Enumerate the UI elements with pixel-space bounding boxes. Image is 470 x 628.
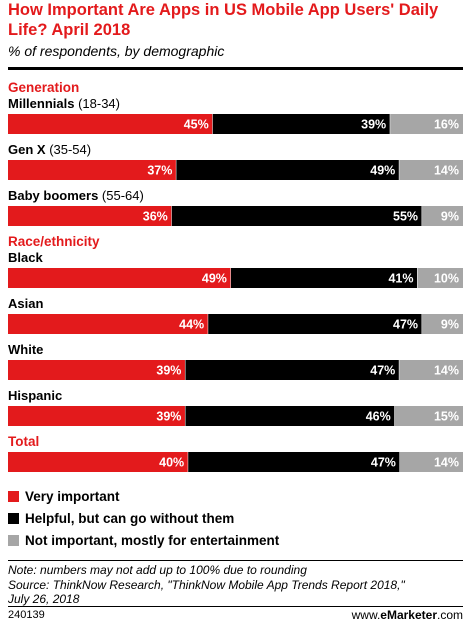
data-label-black-very-important: 49%: [202, 272, 227, 286]
data-label-gen-x-helpful-but-can-go-without-them: 49%: [370, 164, 395, 178]
bar-baby-boomers-not-important-mostly-for-entertainment: [422, 206, 463, 226]
note-source: Source: ThinkNow Research, "ThinkNow Mob…: [8, 577, 405, 592]
brand-prefix: www.: [351, 608, 381, 622]
data-label-millennials-helpful-but-can-go-without-them: 39%: [361, 118, 386, 132]
note-source-date: July 26, 2018: [8, 592, 80, 606]
bar-hispanic-very-important: [8, 406, 186, 426]
legend-swatch-helpful: [8, 513, 19, 524]
bar-black-helpful-but-can-go-without-them: [230, 268, 418, 288]
data-label-total-very-important: 40%: [159, 456, 184, 470]
legend-swatch-very-important: [8, 491, 19, 502]
brand-link[interactable]: www.eMarketer.com: [352, 608, 463, 622]
top-rule: [8, 67, 463, 70]
bar-hispanic-not-important-mostly-for-entertainment: [394, 406, 463, 426]
footer-rule: [8, 606, 463, 607]
row-label-millennials: Millennials (18-34): [8, 96, 120, 111]
data-label-white-helpful-but-can-go-without-them: 47%: [370, 364, 395, 378]
data-label-baby-boomers-very-important: 36%: [143, 210, 168, 224]
data-label-baby-boomers-not-important-mostly-for-entertainment: 9%: [441, 210, 459, 224]
legend-label-helpful: Helpful, but can go without them: [25, 511, 235, 526]
data-label-hispanic-very-important: 39%: [156, 410, 181, 424]
data-label-total-helpful-but-can-go-without-them: 47%: [371, 456, 396, 470]
bar-gen-x-not-important-mostly-for-entertainment: [399, 160, 463, 180]
chart-title: How Important Are Apps in US Mobile App …: [8, 1, 439, 39]
row-label-white: White: [8, 342, 43, 357]
brand-suffix: .com: [436, 608, 463, 622]
row-label-asian: Asian: [8, 296, 43, 311]
data-label-asian-not-important-mostly-for-entertainment: 9%: [441, 318, 459, 332]
bar-millennials-not-important-mostly-for-entertainment: [390, 114, 463, 134]
data-label-baby-boomers-helpful-but-can-go-without-them: 55%: [393, 210, 418, 224]
note-rounding: Note: numbers may not add up to 100% due…: [8, 563, 307, 577]
row-label-baby-boomers: Baby boomers (55-64): [8, 188, 144, 203]
data-label-hispanic-not-important-mostly-for-entertainment: 15%: [434, 410, 459, 424]
row-label-black: Black: [8, 250, 43, 265]
data-label-millennials-very-important: 45%: [184, 118, 209, 132]
group-label-total: Total: [8, 434, 39, 449]
bar-millennials-helpful-but-can-go-without-them: [212, 114, 391, 134]
data-label-asian-helpful-but-can-go-without-them: 47%: [393, 318, 418, 332]
bar-hispanic-helpful-but-can-go-without-them: [185, 406, 395, 426]
bar-total-helpful-but-can-go-without-them: [188, 452, 400, 472]
bar-white-not-important-mostly-for-entertainment: [399, 360, 463, 380]
bar-asian-very-important: [8, 314, 209, 334]
bar-gen-x-very-important: [8, 160, 177, 180]
bar-baby-boomers-helpful-but-can-go-without-them: [171, 206, 423, 226]
bar-asian-helpful-but-can-go-without-them: [208, 314, 423, 334]
bar-gen-x-helpful-but-can-go-without-them: [176, 160, 400, 180]
legend: Very important Helpful, but can go witho…: [8, 486, 279, 552]
group-label-race-ethnicity: Race/ethnicity: [8, 234, 100, 249]
data-label-gen-x-very-important: 37%: [147, 164, 172, 178]
bar-baby-boomers-very-important: [8, 206, 172, 226]
brand-name: eMarketer: [380, 608, 437, 622]
bar-white-helpful-but-can-go-without-them: [185, 360, 400, 380]
bar-millennials-very-important: [8, 114, 213, 134]
bar-total-very-important: [8, 452, 189, 472]
data-label-white-very-important: 39%: [156, 364, 181, 378]
chart-subtitle: % of respondents, by demographic: [8, 43, 225, 59]
row-label-hispanic: Hispanic: [8, 388, 62, 403]
legend-label-very-important: Very important: [25, 489, 120, 504]
data-label-black-helpful-but-can-go-without-them: 41%: [388, 272, 413, 286]
data-label-hispanic-helpful-but-can-go-without-them: 46%: [366, 410, 391, 424]
notes-rule: [8, 560, 463, 561]
data-label-gen-x-not-important-mostly-for-entertainment: 14%: [434, 164, 459, 178]
bar-black-very-important: [8, 268, 231, 288]
data-label-asian-very-important: 44%: [179, 318, 204, 332]
legend-label-not-important: Not important, mostly for entertainment: [25, 533, 280, 548]
data-label-millennials-not-important-mostly-for-entertainment: 16%: [434, 118, 459, 132]
data-label-white-not-important-mostly-for-entertainment: 14%: [434, 364, 459, 378]
legend-item-helpful: Helpful, but can go without them: [8, 508, 279, 530]
bar-black-not-important-mostly-for-entertainment: [417, 268, 463, 288]
legend-item-very-important: Very important: [8, 486, 279, 508]
group-label-generation: Generation: [8, 80, 79, 95]
bar-asian-not-important-mostly-for-entertainment: [422, 314, 463, 334]
row-label-gen-x: Gen X (35-54): [8, 142, 91, 157]
data-label-black-not-important-mostly-for-entertainment: 10%: [434, 272, 459, 286]
bar-white-very-important: [8, 360, 186, 380]
data-label-total-not-important-mostly-for-entertainment: 14%: [434, 456, 459, 470]
legend-swatch-not-important: [8, 535, 19, 546]
notes: Note: numbers may not add up to 100% due…: [8, 563, 463, 607]
bar-total-not-important-mostly-for-entertainment: [399, 452, 463, 472]
legend-item-not-important: Not important, mostly for entertainment: [8, 530, 279, 552]
chart-id: 240139: [8, 609, 45, 621]
